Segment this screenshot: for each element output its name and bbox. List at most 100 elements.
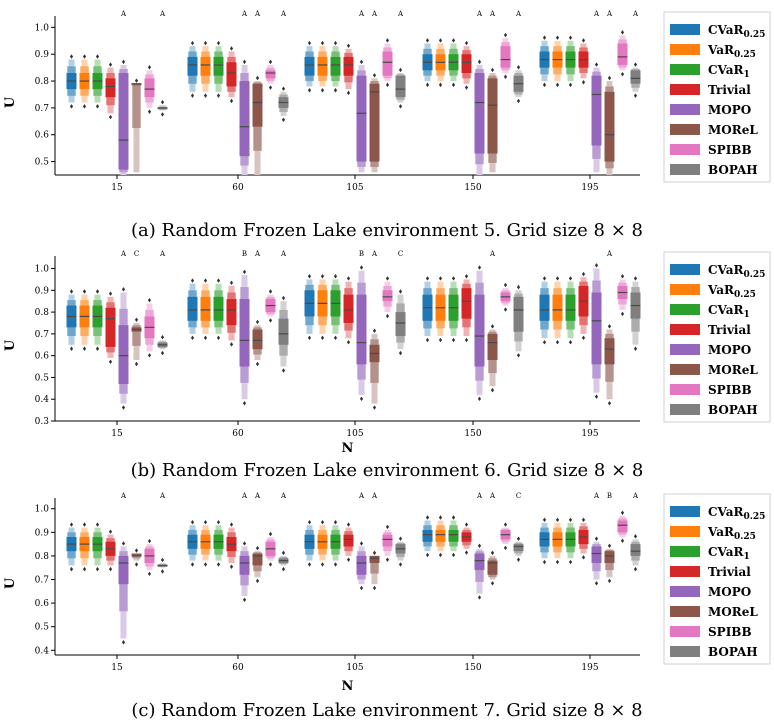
outlier-marker bbox=[477, 265, 482, 270]
outlier-marker bbox=[320, 40, 325, 46]
boxen-box bbox=[474, 294, 485, 367]
boxen-box bbox=[356, 555, 367, 575]
boxen-box bbox=[131, 83, 142, 86]
legend-swatch bbox=[670, 364, 700, 375]
legend-label: SPIBB bbox=[708, 625, 752, 639]
outlier-marker bbox=[398, 536, 403, 541]
legend-label-base: CVaR bbox=[708, 505, 745, 519]
boxen-box bbox=[474, 553, 485, 571]
outlier-marker bbox=[385, 82, 390, 88]
y-tick-label: 0.4 bbox=[35, 646, 50, 656]
outlier-marker bbox=[346, 340, 351, 345]
outlier-marker bbox=[69, 289, 74, 294]
outlier-marker bbox=[568, 35, 573, 40]
outlier-marker bbox=[464, 522, 469, 527]
outlier-marker bbox=[333, 562, 338, 567]
outlier-marker bbox=[108, 566, 113, 572]
figure-caption: (a) Random Frozen Lake environment 5. Gr… bbox=[131, 220, 643, 241]
outlier-marker bbox=[359, 541, 364, 546]
significance-annotation: A bbox=[489, 10, 496, 18]
outlier-marker bbox=[438, 82, 443, 88]
x-axis-label: N bbox=[342, 679, 354, 694]
outlier-marker bbox=[134, 317, 139, 323]
outlier-marker bbox=[82, 54, 87, 59]
significance-annotation: A bbox=[489, 492, 496, 500]
outlier-marker bbox=[281, 368, 286, 373]
outlier-marker bbox=[555, 559, 560, 565]
y-tick-label: 0.3 bbox=[35, 417, 50, 427]
outlier-marker bbox=[268, 531, 273, 537]
outlier-marker bbox=[607, 543, 612, 549]
legend-label-base: BOPAH bbox=[708, 163, 758, 177]
significance-annotation: A bbox=[476, 492, 483, 500]
outlier-marker bbox=[372, 550, 377, 556]
x-tick-label: 150 bbox=[464, 429, 481, 439]
boxen-box bbox=[118, 555, 129, 585]
boxen-box bbox=[552, 294, 563, 321]
outlier-marker bbox=[268, 59, 273, 65]
significance-annotation: A bbox=[358, 492, 365, 500]
boxen-box bbox=[382, 290, 393, 302]
boxen-box bbox=[213, 56, 224, 76]
legend-label-base: CVaR bbox=[708, 63, 745, 77]
outlier-marker bbox=[398, 562, 403, 567]
outlier-marker bbox=[229, 98, 234, 104]
outlier-marker bbox=[346, 276, 351, 281]
outlier-marker bbox=[425, 515, 430, 520]
outlier-marker bbox=[229, 522, 234, 527]
significance-annotation: A bbox=[371, 250, 378, 258]
outlier-marker bbox=[425, 552, 430, 558]
outlier-marker bbox=[633, 93, 638, 98]
significance-annotation: A bbox=[254, 492, 261, 500]
outlier-marker bbox=[121, 405, 126, 410]
boxen-box bbox=[395, 312, 406, 337]
legend-label: VaR0.25 bbox=[707, 43, 756, 60]
boxen-box bbox=[105, 307, 116, 347]
boxen-box bbox=[448, 529, 459, 542]
legend-swatch bbox=[670, 124, 700, 135]
outlier-marker bbox=[490, 550, 495, 556]
boxen-box bbox=[591, 546, 602, 563]
outlier-marker bbox=[555, 340, 560, 345]
legend-swatch bbox=[670, 44, 700, 55]
outlier-marker bbox=[581, 38, 586, 43]
outlier-marker bbox=[190, 520, 195, 525]
legend-label: Trivial bbox=[708, 323, 751, 337]
outlier-marker bbox=[438, 276, 443, 281]
significance-annotation: A bbox=[371, 10, 378, 18]
legend-swatch bbox=[670, 586, 700, 597]
outlier-marker bbox=[268, 562, 273, 567]
outlier-marker bbox=[307, 274, 312, 279]
boxen-box bbox=[487, 333, 498, 361]
figure-caption: (c) Random Frozen Lake environment 7. Gr… bbox=[131, 700, 642, 721]
outlier-marker bbox=[568, 276, 573, 281]
outlier-marker bbox=[121, 59, 126, 65]
outlier-marker bbox=[203, 562, 208, 567]
outlier-marker bbox=[346, 557, 351, 562]
boxen-box bbox=[252, 83, 263, 127]
y-tick-label: 0.7 bbox=[35, 104, 50, 114]
significance-annotation: B bbox=[242, 250, 247, 258]
outlier-marker bbox=[216, 335, 221, 341]
y-tick-label: 0.4 bbox=[35, 395, 50, 405]
outlier-marker bbox=[555, 35, 560, 40]
x-tick-label: 105 bbox=[346, 183, 363, 193]
outlier-marker bbox=[320, 335, 325, 341]
significance-annotation: C bbox=[134, 250, 139, 258]
legend: CVaR0.25VaR0.25CVaR1TrivialMOPOMOReLSPIB… bbox=[663, 493, 771, 665]
outlier-marker bbox=[147, 538, 152, 544]
outlier-marker bbox=[620, 311, 625, 317]
outlier-marker bbox=[242, 400, 247, 406]
outlier-marker bbox=[620, 71, 625, 77]
legend-swatch bbox=[670, 526, 700, 537]
outlier-marker bbox=[160, 99, 165, 105]
outlier-marker bbox=[134, 361, 139, 367]
y-tick-label: 1.0 bbox=[35, 505, 50, 515]
outlier-marker bbox=[268, 318, 273, 323]
legend-swatch bbox=[670, 324, 700, 335]
y-axis-label: U bbox=[3, 577, 18, 589]
outlier-marker bbox=[516, 65, 521, 70]
outlier-marker bbox=[190, 93, 195, 98]
boxen-box bbox=[617, 520, 628, 533]
